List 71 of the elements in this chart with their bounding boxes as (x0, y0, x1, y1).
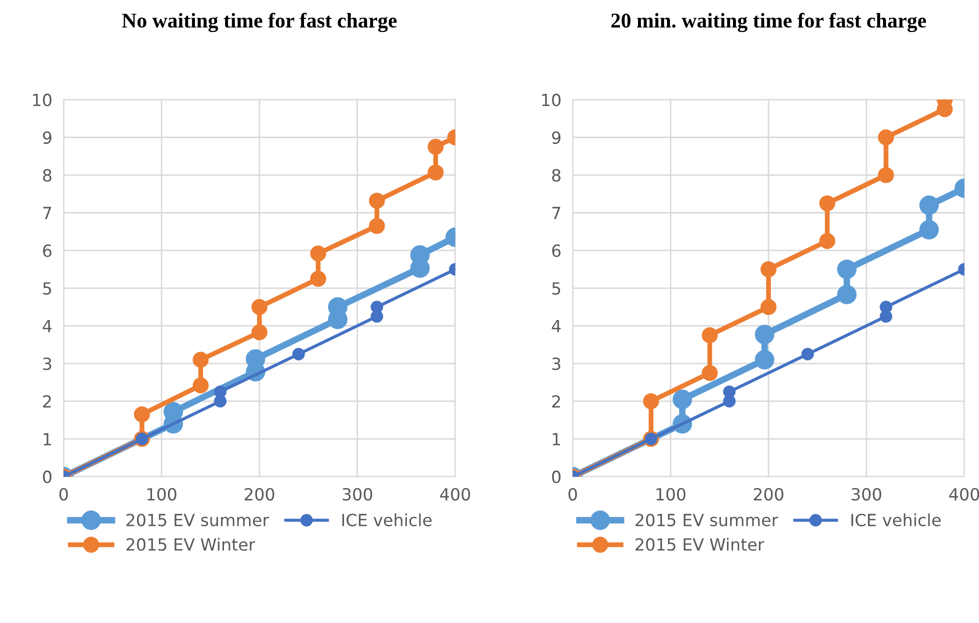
y-tick-label: 7 (43, 206, 52, 220)
y-tick-label: 8 (552, 169, 560, 182)
y-tick-label: 5 (43, 282, 52, 295)
y-tick-label: 8 (43, 169, 52, 182)
point (292, 348, 305, 360)
legend-label: ICE vehicle (851, 513, 941, 526)
x-tick-label: 400 (440, 488, 470, 501)
x-tick-label: 0 (59, 488, 68, 501)
y-tick-label: 2 (43, 395, 51, 408)
point (251, 298, 268, 315)
point (702, 364, 718, 381)
point (643, 393, 660, 410)
y-tick-label: 6 (552, 244, 561, 258)
y-tick-label: 4 (42, 320, 52, 332)
x-tick-label: 200 (244, 488, 274, 501)
x-tick-label: 100 (656, 488, 686, 501)
point (754, 324, 774, 344)
point (878, 129, 894, 146)
point (819, 195, 836, 212)
point (880, 300, 892, 314)
y-tick-label: 7 (552, 206, 560, 220)
legend-label: ICE vehicle (342, 513, 432, 526)
point (919, 195, 939, 215)
legend-label: 2015 EV summer (126, 514, 270, 526)
x-tick-label: 200 (754, 488, 784, 501)
point (801, 348, 814, 360)
y-tick-label: 5 (552, 282, 560, 295)
y-tick-label: 0 (552, 470, 560, 484)
y-tick-label: 2 (552, 395, 560, 408)
y-tick-label: 6 (43, 244, 52, 258)
legend-label: 2015 EV Winter (636, 538, 764, 551)
point (428, 164, 444, 180)
point (251, 324, 268, 340)
y-tick-label: 1 (44, 433, 51, 446)
point (368, 218, 385, 234)
x-tick-label: 300 (852, 488, 882, 501)
y-tick-label: 10 (33, 94, 52, 106)
legend-label: 2015 EV Winter (126, 538, 256, 551)
y-tick-label: 1 (552, 433, 560, 446)
x-tick-label: 400 (949, 488, 979, 501)
point (878, 167, 894, 184)
point (702, 327, 718, 344)
legend-label: 2015 EV summer (636, 514, 778, 526)
point (837, 260, 857, 280)
x-tick-label: 300 (342, 488, 372, 501)
point (134, 406, 150, 422)
point (760, 261, 776, 278)
y-tick-label: 3 (552, 357, 560, 370)
point (368, 192, 385, 209)
point (837, 284, 857, 304)
point (192, 352, 209, 368)
y-tick-label: 9 (42, 131, 52, 144)
chart-title: No waiting time for fast charge (122, 12, 397, 32)
point (672, 390, 692, 410)
point (310, 270, 326, 287)
point (310, 245, 326, 262)
chart-title: 20 min. waiting time for fast charge (611, 12, 926, 32)
y-tick-label: 4 (552, 320, 561, 332)
point (760, 298, 776, 315)
point (819, 233, 836, 250)
point (192, 377, 209, 394)
point (754, 350, 774, 370)
point (370, 300, 384, 314)
y-tick-label: 3 (43, 357, 52, 370)
y-tick-label: 0 (43, 470, 52, 484)
point (428, 138, 444, 155)
y-tick-label: 10 (542, 94, 560, 106)
x-tick-label: 0 (568, 488, 577, 501)
y-tick-label: 9 (552, 131, 560, 144)
point (919, 220, 939, 240)
x-tick-label: 100 (147, 488, 176, 501)
